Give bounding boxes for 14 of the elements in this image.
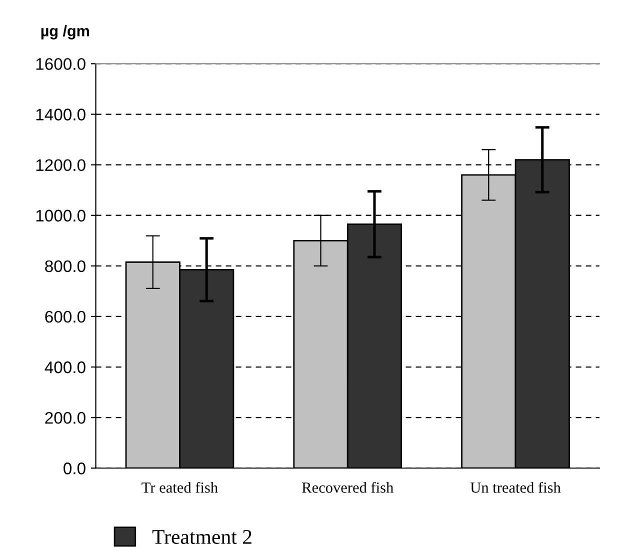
- y-axis-title: µg /gm: [41, 25, 89, 40]
- legend-label: Treatment 2: [152, 530, 252, 544]
- y-tick-label: 0.0: [64, 462, 86, 474]
- y-tick-label: 1400.0: [36, 108, 86, 120]
- y-tick-label: 1600.0: [36, 58, 86, 70]
- x-tick-label: Tr eated fish: [142, 482, 218, 493]
- y-tick-label: 800.0: [45, 260, 86, 272]
- x-tick-label: Un treated fish: [470, 482, 561, 493]
- y-tick-label: 1000.0: [36, 210, 86, 222]
- x-tick-label: Recovered fish: [302, 482, 394, 493]
- y-tick-label: 1200.0: [36, 159, 86, 172]
- y-tick-label: 200.0: [45, 412, 86, 424]
- y-tick-label: 600.0: [45, 310, 86, 323]
- y-tick-label: 400.0: [44, 361, 86, 374]
